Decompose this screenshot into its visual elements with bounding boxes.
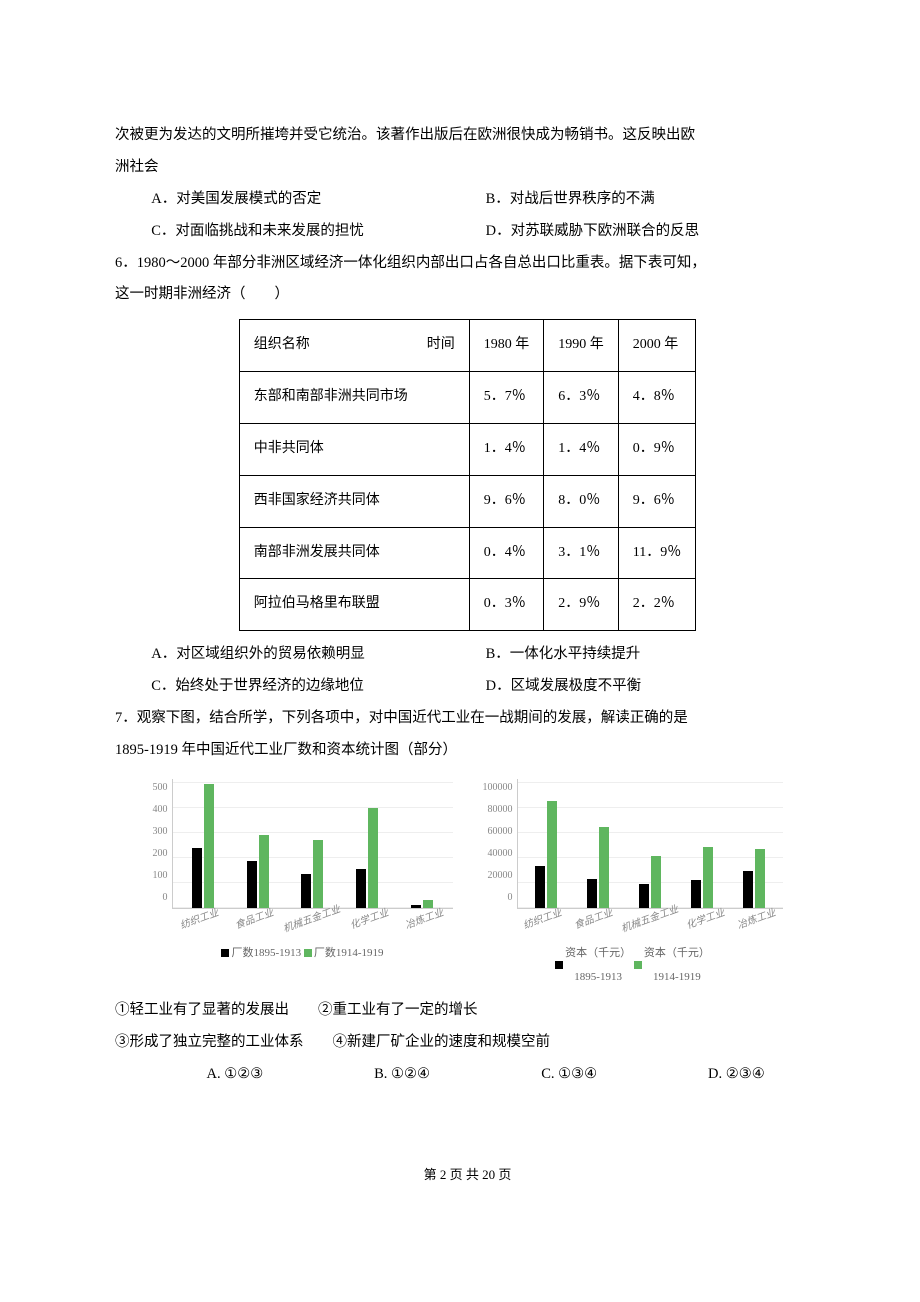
table-header-name: 组织名称 时间 [239, 320, 469, 372]
q5-opt-a: A．对美国发展模式的否定 [151, 184, 485, 216]
q5-opt-c: C．对面临挑战和未来发展的担忧 [151, 216, 485, 248]
table-row: 西非国家经济共同体9．6％8．0％9．6％ [239, 475, 695, 527]
chart-bar [691, 880, 701, 907]
table-row: 中非共同体1．4％1．4％0．9％ [239, 423, 695, 475]
chart-bar [599, 827, 609, 908]
chart-row: 0100200300400500纺织工业食品工业机械五金工业化学工业冶炼工业厂数… [115, 779, 820, 989]
q6-opt-b: B．一体化水平持续提升 [486, 639, 820, 671]
table-cell-name: 东部和南部非洲共同市场 [239, 372, 469, 424]
table-row: 南部非洲发展共同体0．4％3．1％11．9％ [239, 527, 695, 579]
chart-bar [411, 905, 421, 908]
table-cell-value: 11．9％ [618, 527, 695, 579]
header-name-label: 组织名称 [254, 337, 310, 352]
header-time-label: 时间 [427, 330, 455, 361]
chart-bar [639, 884, 649, 907]
q5-options: A．对美国发展模式的否定 B．对战后世界秩序的不满 C．对面临挑战和未来发展的担… [115, 184, 820, 248]
q5-opt-d: D．对苏联威胁下欧洲联合的反思 [486, 216, 820, 248]
q7-stmt-1: ①轻工业有了显著的发展出 [115, 995, 289, 1027]
table-cell-value: 2．2％ [618, 579, 695, 631]
table-cell-value: 6．3％ [544, 372, 619, 424]
q5-opt-b: B．对战后世界秩序的不满 [486, 184, 820, 216]
q7-stem2: 1895-1919 年中国近代工业厂数和资本统计图（部分） [115, 735, 820, 767]
table-cell-value: 9．6％ [618, 475, 695, 527]
q7-statements-row1: ①轻工业有了显著的发展出 ②重工业有了一定的增长 [115, 995, 820, 1027]
chart-bar [313, 840, 323, 908]
q7-stmt-3: ③形成了独立完整的工业体系 [115, 1027, 304, 1059]
chart-bar [703, 847, 713, 908]
q7-opt-d: D. ②③④ [653, 1059, 820, 1091]
chart-bar [368, 808, 378, 908]
q7-opt-b: B. ①②④ [318, 1059, 485, 1091]
table-cell-value: 3．1％ [544, 527, 619, 579]
table-cell-value: 0．3％ [469, 579, 544, 631]
q6-table: 组织名称 时间 1980 年 1990 年 2000 年 东部和南部非洲共同市场… [239, 319, 696, 631]
q7-stmt-4: ④新建厂矿企业的速度和规模空前 [333, 1027, 551, 1059]
table-header-1990: 1990 年 [544, 320, 619, 372]
chart-bar [651, 856, 661, 908]
table-cell-value: 4．8％ [618, 372, 695, 424]
chart-bar [547, 801, 557, 908]
table-row: 东部和南部非洲共同市场5．7％6．3％4．8％ [239, 372, 695, 424]
chart-bar [743, 871, 753, 907]
table-cell-name: 阿拉伯马格里布联盟 [239, 579, 469, 631]
table-cell-name: 南部非洲发展共同体 [239, 527, 469, 579]
q6-opt-a: A．对区域组织外的贸易依赖明显 [151, 639, 485, 671]
chart-bar [301, 874, 311, 908]
q7-opt-a: A. ①②③ [151, 1059, 318, 1091]
chart-bar [204, 784, 214, 908]
q6-options: A．对区域组织外的贸易依赖明显 B．一体化水平持续提升 C．始终处于世界经济的边… [115, 639, 820, 703]
table-row: 阿拉伯马格里布联盟0．3％2．9％2．2％ [239, 579, 695, 631]
chart-bar [192, 848, 202, 908]
table-header-1980: 1980 年 [469, 320, 544, 372]
table-cell-value: 1．4％ [469, 423, 544, 475]
q7-stmt-2: ②重工业有了一定的增长 [318, 995, 478, 1027]
chart-bar [535, 866, 545, 908]
table-cell-name: 中非共同体 [239, 423, 469, 475]
q6-opt-c: C．始终处于世界经济的边缘地位 [151, 671, 485, 703]
carryover-line2: 洲社会 [115, 152, 820, 184]
carryover-line1: 次被更为发达的文明所摧垮并受它统治。该著作出版后在欧洲很快成为畅销书。这反映出欧 [115, 120, 820, 152]
chart-bar [587, 879, 597, 908]
chart-bar [356, 869, 366, 908]
table-cell-value: 5．7％ [469, 372, 544, 424]
table-cell-name: 西非国家经济共同体 [239, 475, 469, 527]
table-cell-value: 1．4％ [544, 423, 619, 475]
table-cell-value: 0．4％ [469, 527, 544, 579]
q6-opt-d: D．区域发展极度不平衡 [486, 671, 820, 703]
q7-statements-row2: ③形成了独立完整的工业体系 ④新建厂矿企业的速度和规模空前 [115, 1027, 820, 1059]
q7-stem1: 7．观察下图，结合所学，下列各项中，对中国近代工业在一战期间的发展，解读正确的是 [115, 703, 820, 735]
table-cell-value: 0．9％ [618, 423, 695, 475]
chart-bar [259, 835, 269, 908]
table-cell-value: 9．6％ [469, 475, 544, 527]
chart-capital: 020000400006000080000100000纺织工业食品工业机械五金工… [483, 779, 783, 989]
page-footer: 第 2 页 共 20 页 [115, 1161, 820, 1190]
chart-bar [755, 849, 765, 908]
q6-stem2: 这一时期非洲经济（ ） [115, 279, 820, 311]
q7-opt-c: C. ①③④ [486, 1059, 653, 1091]
chart-factory-count: 0100200300400500纺织工业食品工业机械五金工业化学工业冶炼工业厂数… [153, 779, 453, 989]
table-cell-value: 2．9％ [544, 579, 619, 631]
chart-bar [247, 861, 257, 908]
table-header-2000: 2000 年 [618, 320, 695, 372]
q6-stem1: 6．1980～2000 年部分非洲区域经济一体化组织内部出口占各自总出口比重表。… [115, 248, 820, 280]
table-cell-value: 8．0％ [544, 475, 619, 527]
q7-options: A. ①②③ B. ①②④ C. ①③④ D. ②③④ [115, 1059, 820, 1091]
